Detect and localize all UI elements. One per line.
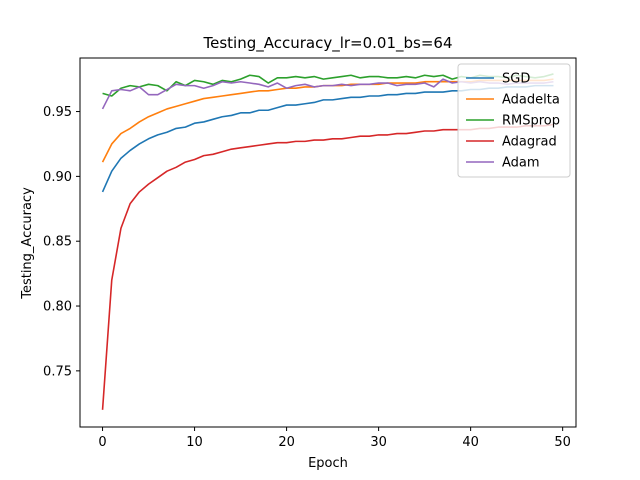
legend-label-adadelta: Adadelta xyxy=(502,93,560,108)
legend-label-adam: Adam xyxy=(502,156,540,171)
axes-frame xyxy=(79,57,577,428)
y-tick-label: 0.85 xyxy=(43,235,72,250)
legend-label-adagrad: Adagrad xyxy=(502,135,557,150)
y-tick-label: 0.75 xyxy=(43,364,72,379)
x-tick-label: 50 xyxy=(554,435,571,450)
x-tick-label: 30 xyxy=(370,435,387,450)
y-tick-label: 0.95 xyxy=(43,105,72,120)
x-axis-title: Epoch xyxy=(308,456,348,471)
x-tick-label: 20 xyxy=(278,435,295,450)
chart-title: Testing_Accuracy_lr=0.01_bs=64 xyxy=(202,34,452,53)
x-tick-label: 0 xyxy=(98,435,106,450)
y-tick-label: 0.90 xyxy=(43,170,72,185)
legend-label-rmsprop: RMSprop xyxy=(502,114,560,129)
legend-box xyxy=(457,63,571,178)
legend-label-sgd: SGD xyxy=(502,72,530,87)
y-axis-title: Testing_Accuracy xyxy=(20,187,35,300)
legend: SGD Adadelta RMSprop Adagrad Adam xyxy=(457,63,571,178)
y-axis: 0.75 0.80 0.85 0.90 0.95 xyxy=(43,105,80,379)
x-tick-label: 40 xyxy=(462,435,479,450)
y-tick-label: 0.80 xyxy=(43,300,72,315)
x-tick-label: 10 xyxy=(186,435,203,450)
x-axis: 0 10 20 30 40 50 xyxy=(98,427,571,450)
